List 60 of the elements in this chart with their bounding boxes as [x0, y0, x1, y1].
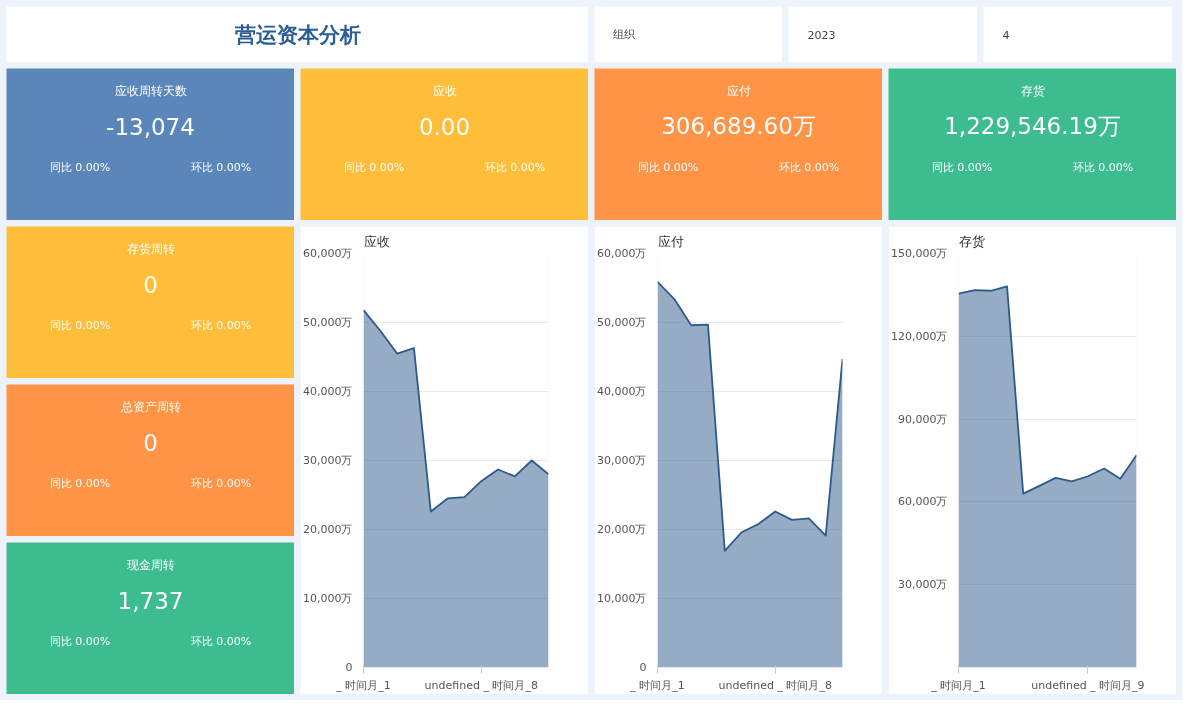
text: 总资产周转: [119, 400, 181, 415]
text: 环比 0.00%: [190, 634, 252, 648]
text: 应收周转天数: [114, 84, 187, 99]
text: 4: [1002, 28, 1010, 42]
text: 同比 0.00%: [49, 634, 111, 648]
x-tick-label: undefined _ 时间月_8: [718, 678, 832, 692]
chart-title: 存货: [958, 233, 985, 249]
text: 环比 0.00%: [484, 160, 546, 174]
y-tick-label: 0: [345, 661, 353, 674]
text: 1,737: [117, 587, 184, 614]
text: -13,074: [106, 113, 195, 140]
chart-title: 应收: [363, 233, 390, 249]
x-tick-label: _ 时间月_1: [930, 678, 986, 692]
y-tick-label: 150,000万: [891, 247, 948, 260]
text: 应收: [432, 84, 457, 99]
text: 环比 0.00%: [190, 318, 252, 332]
text: 环比 0.00%: [190, 160, 252, 174]
text: 同比 0.00%: [49, 318, 111, 332]
x-tick-label: undefined _ 时间月_8: [424, 678, 538, 692]
y-tick-label: 0: [639, 661, 647, 674]
y-tick-label: 60,000万: [898, 495, 948, 509]
text: 组织: [613, 28, 636, 41]
text: 0: [143, 271, 158, 298]
y-tick-label: 20,000万: [597, 523, 647, 536]
y-tick-label: 50,000万: [597, 316, 647, 329]
text: 同比 0.00%: [637, 160, 699, 174]
y-tick-label: 120,000万: [891, 329, 948, 343]
x-tick-label: undefined _ 时间月_9: [1031, 678, 1145, 692]
x-tick-label: _ 时间月_1: [335, 678, 391, 692]
text: 现金周转: [126, 558, 175, 573]
text: 同比 0.00%: [49, 160, 111, 174]
y-tick-label: 60,000万: [597, 247, 647, 260]
y-tick-label: 90,000万: [898, 412, 948, 426]
text: 存货: [1020, 84, 1045, 99]
y-tick-label: 30,000万: [898, 578, 948, 592]
text: 0: [143, 429, 158, 456]
text: 2023: [807, 28, 836, 42]
text: 环比 0.00%: [1072, 160, 1134, 174]
y-tick-label: 10,000万: [597, 592, 647, 605]
y-tick-label: 10,000万: [303, 592, 353, 605]
y-tick-label: 50,000万: [303, 316, 353, 329]
text: 营运资本分析: [233, 22, 361, 47]
text: 同比 0.00%: [931, 160, 993, 174]
y-tick-label: 40,000万: [597, 385, 647, 398]
y-tick-label: 40,000万: [303, 385, 353, 398]
x-tick-label: _ 时间月_1: [629, 678, 685, 692]
y-tick-label: 30,000万: [597, 454, 647, 467]
text: 应付: [726, 84, 751, 99]
text: 0.00: [418, 113, 471, 140]
y-tick-label: 30,000万: [303, 454, 353, 467]
text: 存货周转: [126, 242, 175, 257]
text: 环比 0.00%: [778, 160, 840, 174]
text: 306,689.60万: [661, 113, 816, 140]
text: 1,229,546.19万: [944, 113, 1121, 140]
text: 同比 0.00%: [343, 160, 405, 174]
text: 同比 0.00%: [49, 476, 111, 490]
text: 环比 0.00%: [190, 476, 252, 490]
y-tick-label: 60,000万: [303, 247, 353, 260]
chart-title: 应付: [657, 233, 684, 249]
y-tick-label: 20,000万: [303, 523, 353, 536]
